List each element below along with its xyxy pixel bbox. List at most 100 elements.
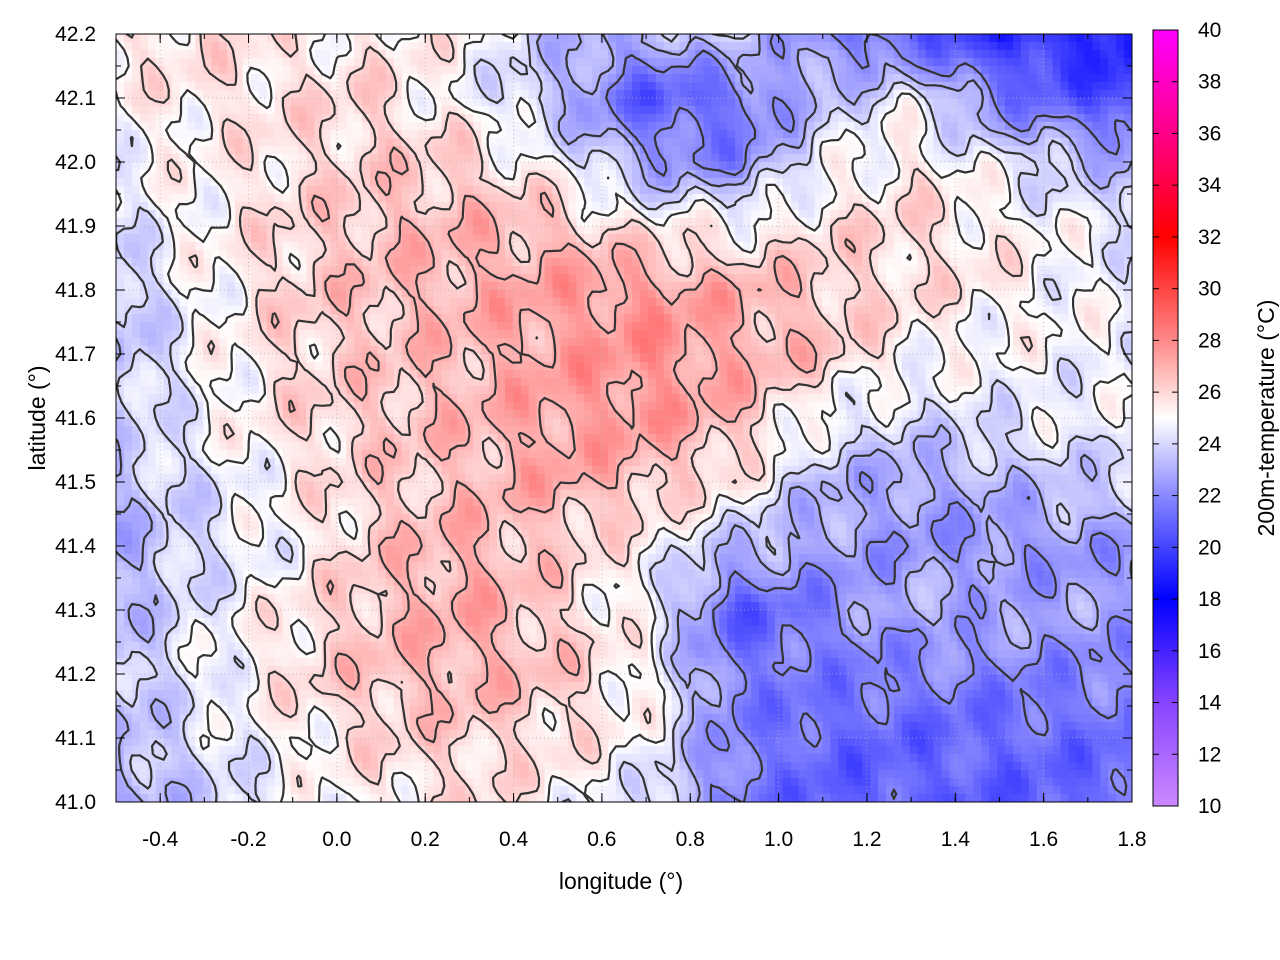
heat-cell	[250, 130, 260, 139]
heat-cell	[917, 130, 927, 139]
heat-cell	[425, 338, 435, 347]
heat-cell	[679, 90, 689, 99]
heat-cell	[330, 298, 339, 307]
heat-cell	[131, 122, 141, 131]
heat-cell	[497, 50, 506, 59]
heat-cell	[187, 274, 196, 283]
heat-cell	[782, 322, 792, 331]
heat-cell	[171, 154, 181, 163]
heat-cell	[449, 274, 458, 283]
heat-cell	[830, 298, 839, 307]
heat-cell	[290, 170, 300, 179]
heat-cell	[830, 58, 839, 67]
heat-cell	[719, 98, 728, 107]
heat-cell	[1020, 274, 1030, 283]
heat-cell	[195, 114, 204, 123]
heat-cell	[123, 106, 133, 115]
heat-cell	[568, 178, 577, 187]
heat-cell	[354, 258, 363, 267]
heat-cell	[941, 170, 951, 179]
heat-cell	[687, 42, 697, 51]
heat-cell	[385, 202, 395, 211]
heat-cell	[631, 90, 641, 99]
heat-cell	[1100, 282, 1109, 291]
heat-cell	[727, 330, 736, 339]
heat-cell	[655, 66, 665, 75]
heat-cell	[362, 138, 371, 147]
heat-cell	[576, 282, 585, 291]
heat-cell	[393, 322, 403, 331]
heat-cell	[878, 322, 887, 331]
heat-cell	[346, 338, 355, 347]
heat-cell	[1052, 98, 1062, 107]
heat-cell	[814, 258, 824, 267]
heat-cell	[616, 178, 625, 187]
heat-cell	[774, 90, 784, 99]
heat-cell	[179, 338, 189, 347]
heat-cell	[235, 98, 244, 107]
heat-cell	[1005, 114, 1014, 123]
heat-cell	[973, 266, 982, 275]
heat-cell	[679, 74, 689, 83]
heat-cell	[846, 154, 855, 163]
heat-cell	[584, 322, 593, 331]
heat-cell	[758, 322, 768, 331]
heat-cell	[370, 90, 379, 99]
heat-cell	[608, 306, 617, 315]
heat-cell	[489, 322, 498, 331]
heat-cell	[1012, 274, 1022, 283]
heat-cell	[830, 282, 839, 291]
heat-cell	[322, 250, 331, 259]
heat-cell	[354, 122, 363, 131]
heat-cell	[1005, 138, 1014, 147]
heat-cell	[354, 298, 363, 307]
heat-cell	[449, 162, 458, 171]
heat-cell	[862, 122, 871, 131]
heat-cell	[425, 138, 435, 147]
heat-cell	[893, 34, 903, 43]
heat-cell	[385, 298, 395, 307]
heat-cell	[457, 106, 466, 115]
heat-cell	[250, 162, 260, 171]
heat-cell	[544, 178, 554, 187]
heat-cell	[346, 122, 355, 131]
heat-cell	[878, 274, 887, 283]
heat-cell	[123, 114, 133, 123]
heat-cell	[227, 34, 236, 43]
heat-cell	[1020, 266, 1030, 275]
heat-cell	[576, 218, 585, 227]
heat-cell	[393, 66, 403, 75]
heat-cell	[219, 74, 228, 83]
heat-cell	[203, 138, 212, 147]
heat-cell	[473, 210, 482, 219]
heat-cell	[862, 114, 871, 123]
heat-cell	[941, 314, 951, 323]
heat-cell	[1116, 266, 1125, 275]
heat-cell	[1076, 202, 1085, 211]
heat-cell	[909, 290, 919, 299]
heat-cell	[671, 314, 681, 323]
heat-cell	[600, 50, 609, 59]
heat-cell	[298, 282, 308, 291]
heat-cell	[441, 82, 450, 91]
heat-cell	[901, 234, 911, 243]
heat-cell	[417, 130, 427, 139]
heat-cell	[377, 242, 387, 251]
heat-cell	[997, 122, 1006, 131]
heat-cell	[846, 242, 855, 251]
heat-cell	[584, 146, 593, 155]
heat-cell	[893, 266, 903, 275]
heat-cell	[878, 234, 887, 243]
heat-cell	[1108, 258, 1117, 267]
heat-cell	[711, 130, 720, 139]
heat-cell	[639, 138, 649, 147]
heat-cell	[1100, 154, 1109, 163]
heat-cell	[790, 250, 800, 259]
heat-cell	[171, 130, 181, 139]
heat-cell	[997, 210, 1006, 219]
heat-cell	[243, 34, 252, 43]
heat-cell	[735, 130, 744, 139]
heat-cell	[997, 274, 1006, 283]
heat-cell	[123, 74, 133, 83]
heat-cell	[163, 258, 173, 267]
